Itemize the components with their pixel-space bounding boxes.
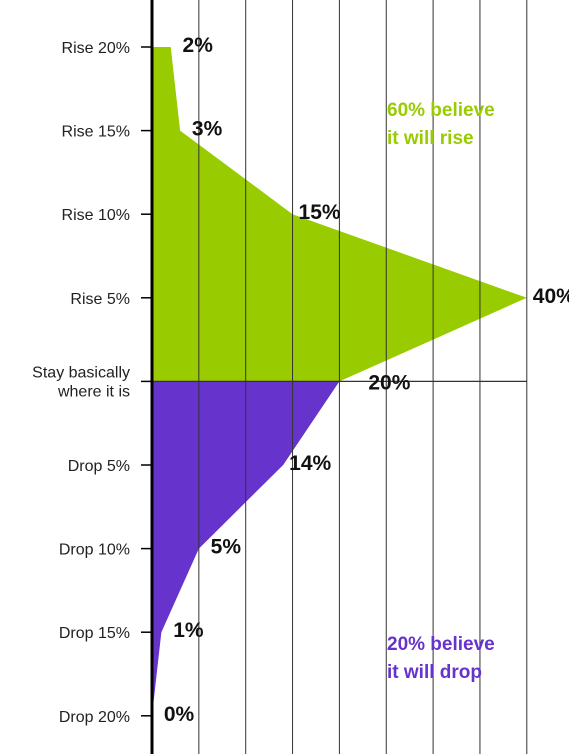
drop-annotation-line-1: 20% believe [387,634,495,655]
category-label: Drop 5% [68,458,130,475]
category-label: Rise 15% [62,124,130,141]
label-layer: Rise 20% 2% Rise 15% 3% Rise 10% 15% Rise 5% 40… [32,34,569,726]
value-label: 20% [368,371,410,394]
value-label: 40% [533,285,569,308]
category-label: Drop 20% [59,709,130,726]
value-label: 0% [164,703,195,726]
rise-annotation-line-1: 60% believe [387,100,495,121]
category-label: Rise 5% [70,291,130,308]
rise-annotation-line-2: it will rise [387,128,474,149]
category-label: Drop 10% [59,542,130,559]
value-label: 15% [299,201,341,224]
category-label: Rise 10% [62,207,130,224]
category-label: Drop 15% [59,625,130,642]
grid-layer [141,0,528,754]
category-label: Rise 20% [62,40,130,57]
category-label-line: Stay basically [32,364,130,381]
value-label: 1% [173,619,204,642]
value-label: 2% [183,34,214,57]
drop-annotation-line-2: it will drop [387,662,482,683]
value-label: 3% [192,118,223,141]
value-label: 14% [289,452,331,475]
category-label-line: where it is [57,383,130,400]
value-label: 5% [211,536,242,559]
category-label: Stay basically where it is [32,364,130,400]
